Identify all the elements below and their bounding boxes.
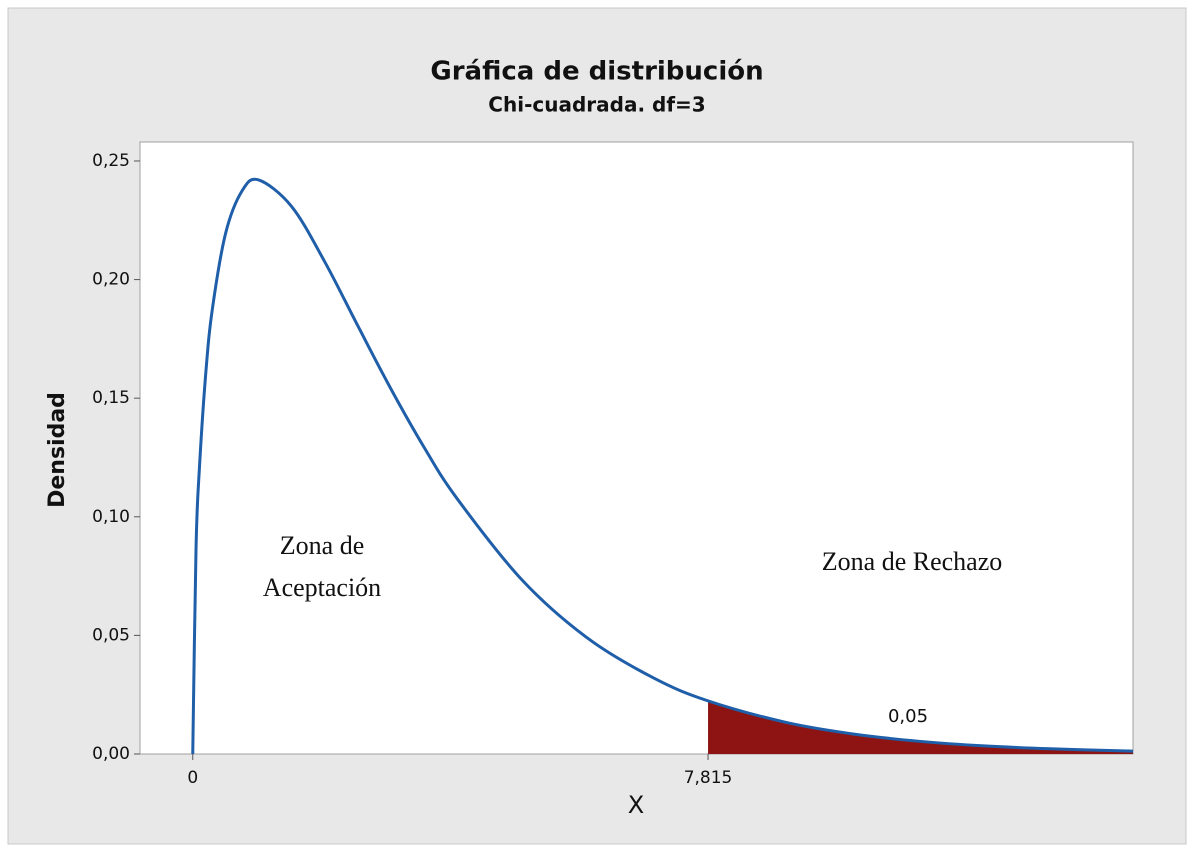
area-label: 0,05 <box>888 706 928 727</box>
x-tick-label: 7,815 <box>684 768 733 788</box>
y-tick-label: 0,00 <box>92 744 130 764</box>
y-tick-label: 0,25 <box>92 151 130 171</box>
plot-area <box>139 141 1134 755</box>
x-axis-label: X <box>628 791 644 819</box>
annotation: Aceptación <box>263 573 381 602</box>
x-tick-label: 0 <box>187 768 198 788</box>
annotation: Zona de <box>280 531 364 560</box>
y-tick-label: 0,15 <box>92 388 130 408</box>
y-tick-label: 0,10 <box>92 507 130 527</box>
annotation: Zona de Rechazo <box>822 547 1002 576</box>
chart-subtitle: Chi-cuadrada. df=3 <box>488 93 705 117</box>
y-tick-label: 0,05 <box>92 625 130 645</box>
y-axis-label: Densidad <box>45 392 70 508</box>
chart-title: Gráfica de distribución <box>430 57 763 87</box>
y-tick-label: 0,20 <box>92 270 130 290</box>
shaded-area <box>708 700 1133 754</box>
density-line <box>191 177 1134 755</box>
